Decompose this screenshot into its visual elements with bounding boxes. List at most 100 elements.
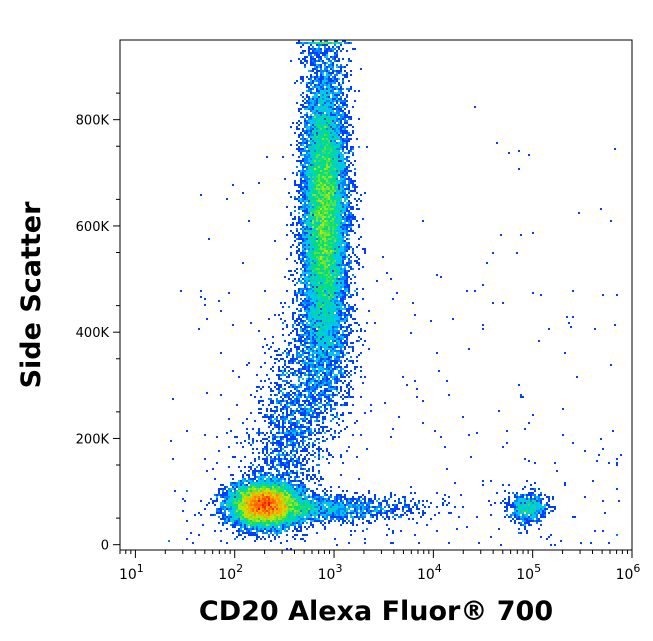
event-dot	[332, 140, 334, 142]
event-dot	[276, 354, 278, 356]
event-dot	[344, 162, 346, 164]
event-dot	[350, 182, 352, 184]
event-dot	[326, 84, 328, 86]
event-dot	[320, 374, 322, 376]
event-dot	[348, 60, 350, 62]
event-dot	[316, 104, 318, 106]
event-dot	[296, 390, 298, 392]
event-dot	[282, 420, 284, 422]
event-dot	[276, 442, 278, 444]
event-dot	[348, 118, 350, 120]
event-dot	[310, 438, 312, 440]
event-dot	[322, 376, 324, 378]
event-dot	[272, 336, 274, 338]
event-dot	[340, 254, 342, 256]
event-dot	[310, 78, 312, 80]
event-dot	[316, 174, 318, 176]
event-dot	[334, 386, 336, 388]
event-dot	[312, 282, 314, 284]
event-dot	[312, 334, 314, 336]
event-dot	[352, 206, 354, 208]
event-dot	[340, 274, 342, 276]
event-dot	[308, 220, 310, 222]
event-dot	[322, 204, 324, 206]
event-dot	[308, 248, 310, 250]
event-dot	[314, 264, 316, 266]
event-dot	[300, 350, 302, 352]
event-dot	[344, 108, 346, 110]
event-dot	[294, 346, 296, 348]
event-dot	[336, 366, 338, 368]
event-dot	[308, 210, 310, 212]
event-dot	[328, 282, 330, 284]
event-dot	[302, 424, 304, 426]
event-dot	[302, 42, 304, 44]
event-dot	[316, 236, 318, 238]
event-dot	[304, 250, 306, 252]
event-dot	[322, 62, 324, 64]
event-dot	[316, 300, 318, 302]
event-dot	[332, 352, 334, 354]
event-dot	[340, 316, 342, 318]
event-dot	[288, 422, 290, 424]
event-dot	[334, 48, 336, 50]
event-dot	[314, 186, 316, 188]
event-dot	[312, 104, 314, 106]
event-dot	[320, 276, 322, 278]
event-dot	[600, 208, 602, 210]
event-dot	[336, 270, 338, 272]
event-dot	[294, 400, 296, 402]
event-dot	[364, 376, 366, 378]
event-dot	[304, 382, 306, 384]
event-dot	[312, 378, 314, 380]
event-dot	[304, 416, 306, 418]
event-dot	[342, 58, 344, 60]
event-dot	[310, 234, 312, 236]
event-dot	[332, 340, 334, 342]
event-dot	[304, 270, 306, 272]
event-dot	[330, 82, 332, 84]
event-dot	[298, 148, 300, 150]
event-dot	[330, 298, 332, 300]
event-dot	[340, 184, 342, 186]
event-dot	[284, 450, 286, 452]
event-dot	[334, 96, 336, 98]
event-dot	[318, 112, 320, 114]
event-dot	[318, 252, 320, 254]
event-dot	[304, 344, 306, 346]
event-dot	[354, 160, 356, 162]
event-dot	[292, 446, 294, 448]
event-dot	[290, 380, 292, 382]
event-dot	[332, 236, 334, 238]
event-dot	[318, 214, 320, 216]
event-dot	[324, 382, 326, 384]
event-dot	[314, 290, 316, 292]
event-dot	[304, 302, 306, 304]
event-dot	[282, 436, 284, 438]
event-dot	[338, 42, 340, 44]
event-dot	[340, 166, 342, 168]
event-dot	[316, 130, 318, 132]
event-dot	[352, 388, 354, 390]
event-dot	[326, 286, 328, 288]
event-dot	[302, 278, 304, 280]
event-dot	[332, 174, 334, 176]
event-dot	[364, 330, 366, 332]
event-dot	[330, 218, 332, 220]
event-dot	[296, 160, 298, 162]
event-dot	[324, 154, 326, 156]
event-dot	[324, 298, 326, 300]
event-dot	[304, 158, 306, 160]
event-dot	[334, 228, 336, 230]
event-dot	[328, 388, 330, 390]
event-dot	[328, 404, 330, 406]
event-dot	[308, 262, 310, 264]
event-dot	[324, 160, 326, 162]
event-dot	[352, 294, 354, 296]
event-dot	[340, 220, 342, 222]
event-dot	[348, 306, 350, 308]
event-dot	[338, 248, 340, 250]
event-dot	[330, 130, 332, 132]
event-dot	[318, 46, 320, 48]
event-dot	[328, 296, 330, 298]
